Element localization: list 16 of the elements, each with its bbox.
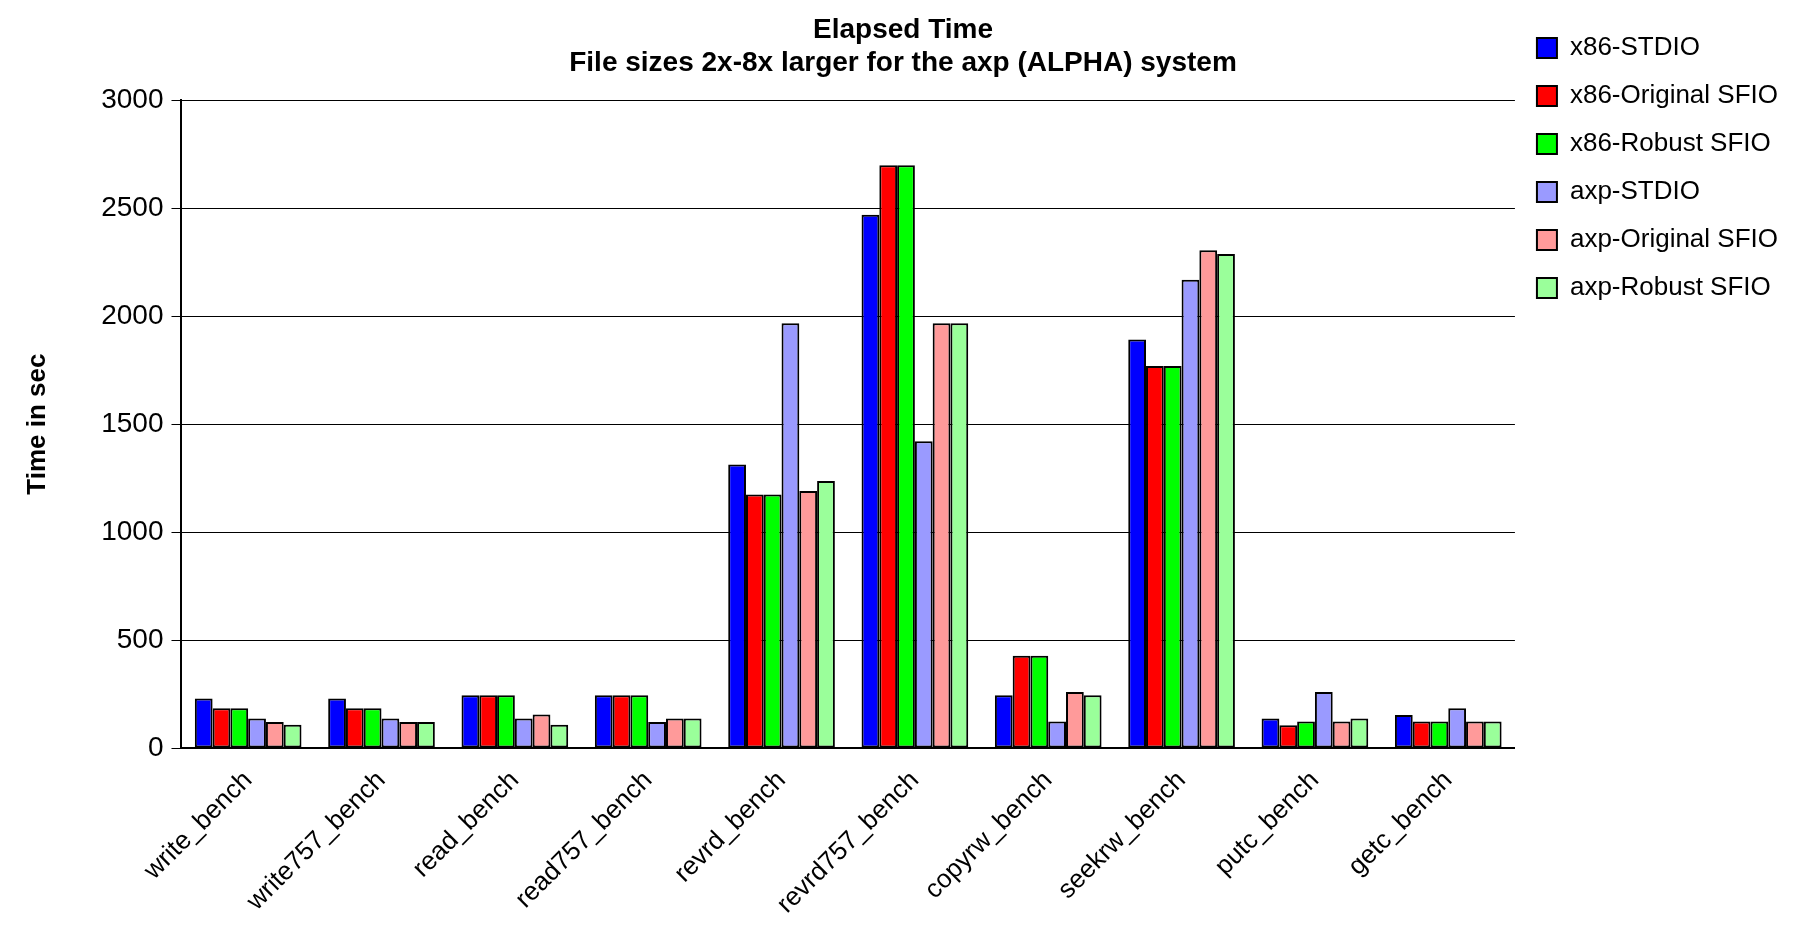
y-axis-title: Time in sec bbox=[20, 353, 51, 495]
text: File sizes 2x-8x larger for the axp (ALPHA) system bbox=[569, 46, 1237, 78]
legend-label: axp-STDIO bbox=[1569, 175, 1700, 206]
text: Elapsed Time bbox=[812, 12, 994, 44]
y-tick-label: 1000 bbox=[101, 514, 164, 546]
legend-label: x86-Original SFIO bbox=[1569, 79, 1779, 110]
y-tick-label: 0 bbox=[147, 730, 164, 762]
y-tick-label: 2500 bbox=[101, 190, 164, 222]
legend-label: axp-Robust SFIO bbox=[1569, 271, 1771, 302]
y-tick-label: 3000 bbox=[101, 82, 164, 114]
y-tick-label: 1500 bbox=[101, 406, 164, 438]
legend-label: axp-Original SFIO bbox=[1569, 223, 1779, 254]
y-tick-label: 2000 bbox=[101, 298, 164, 330]
legend-label: x86-STDIO bbox=[1569, 31, 1700, 62]
legend-label: x86-Robust SFIO bbox=[1569, 127, 1771, 158]
y-tick-label: 500 bbox=[116, 622, 164, 654]
